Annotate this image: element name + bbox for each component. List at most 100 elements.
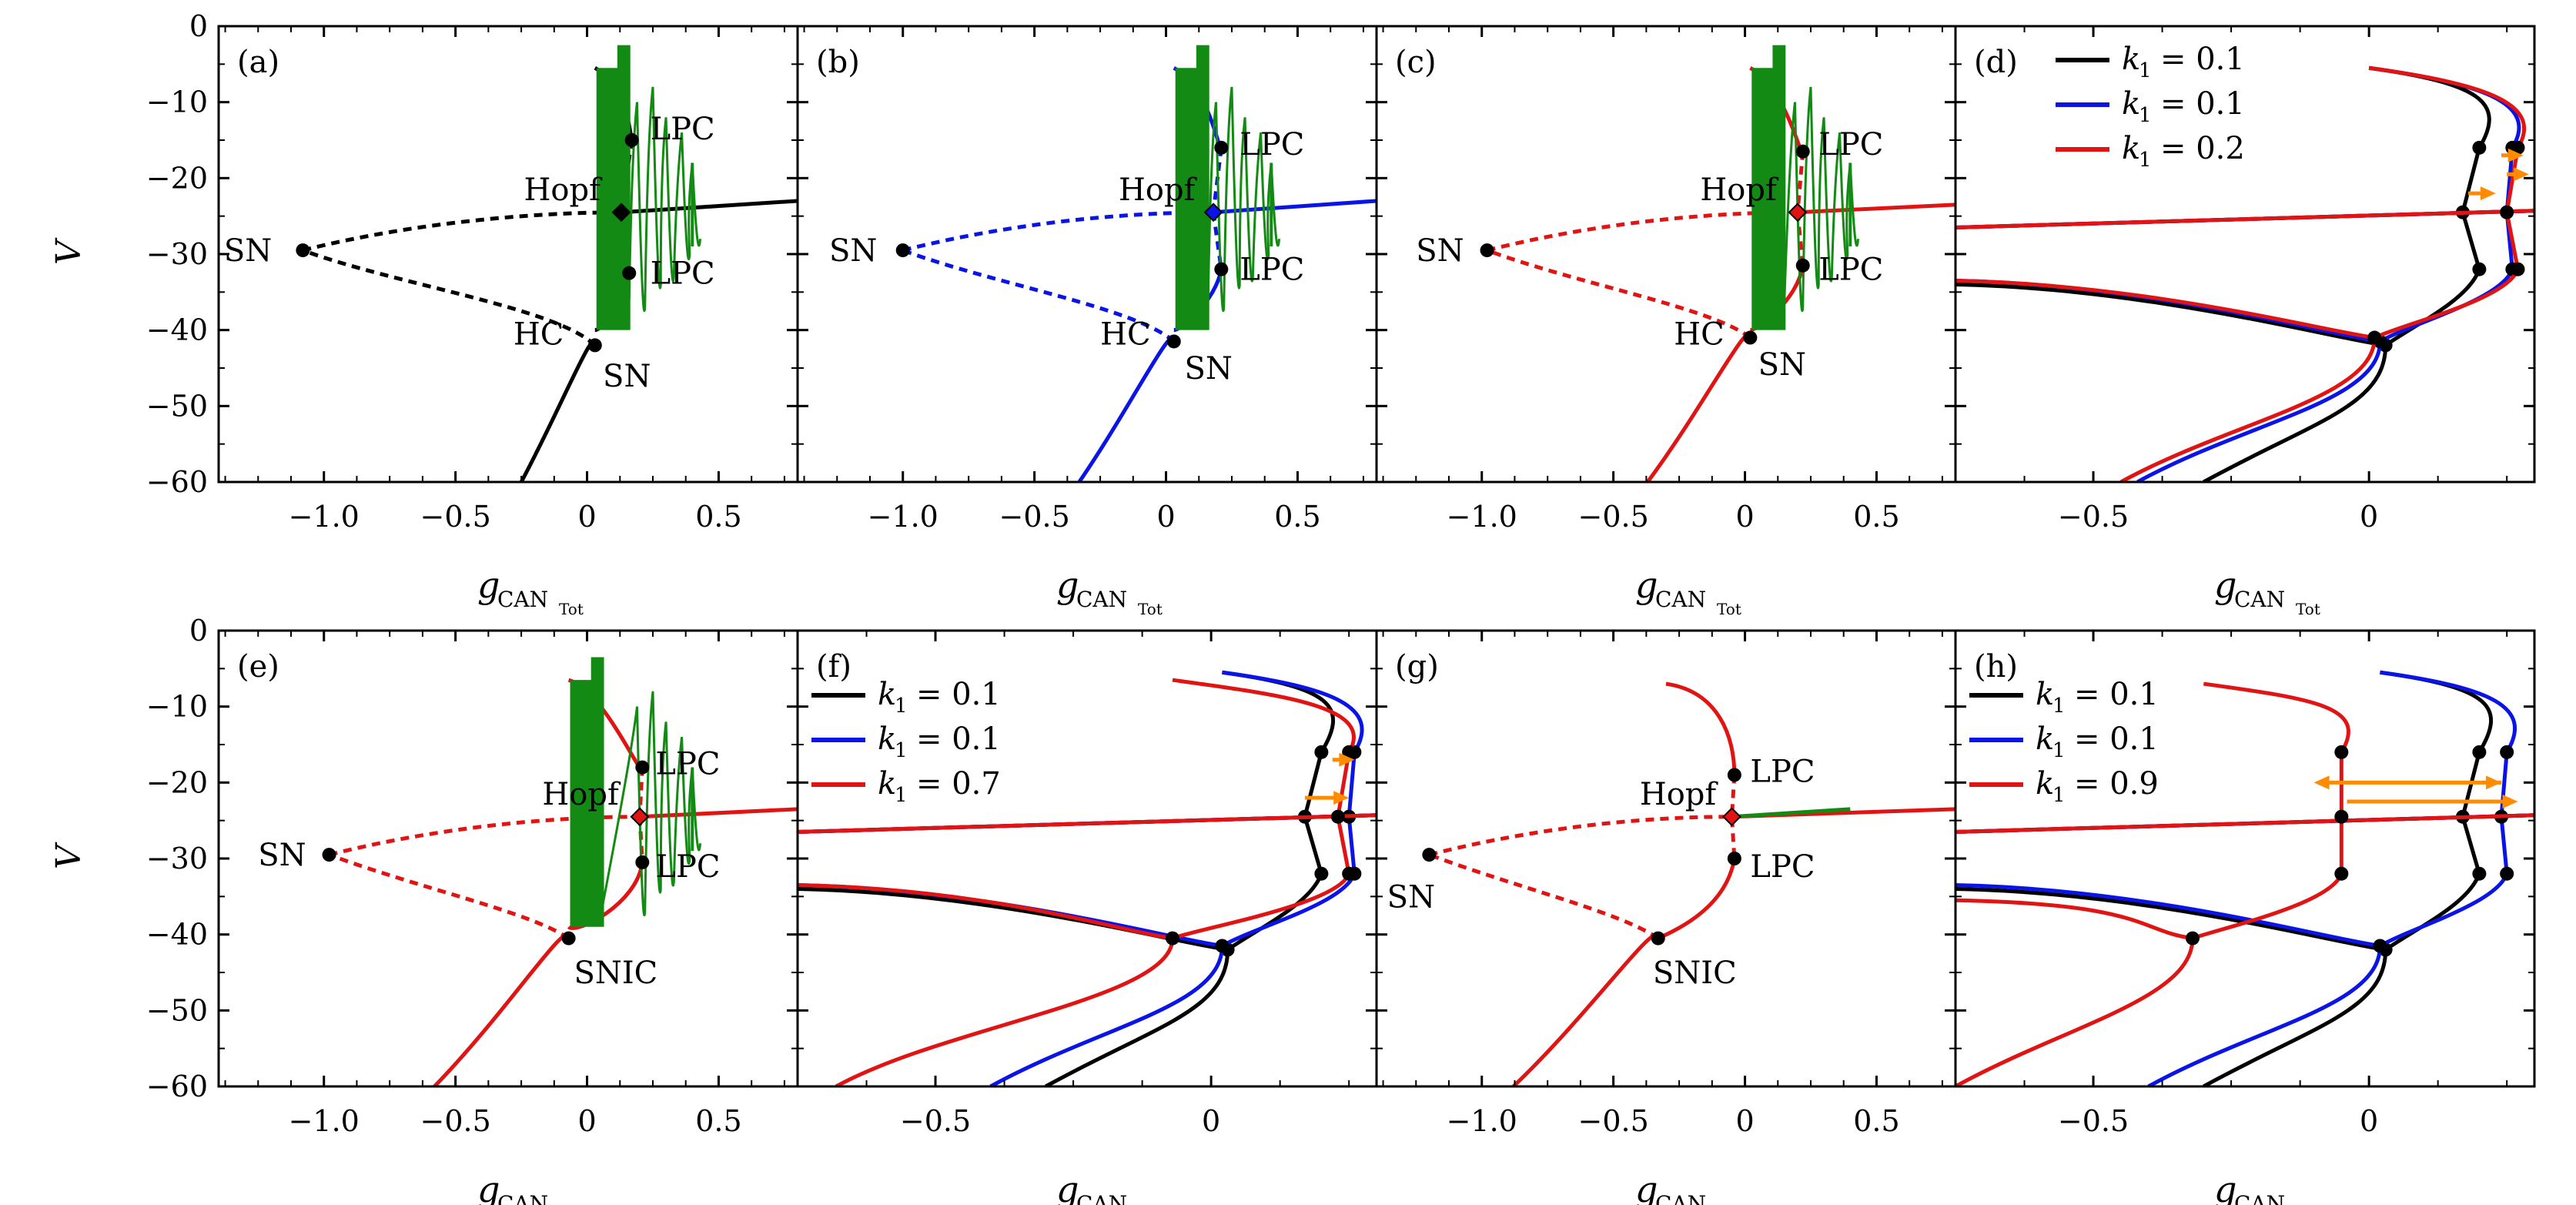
- x-axis-label-subsub: Tot: [1138, 600, 1163, 618]
- lpc-point: [622, 266, 637, 280]
- annotation: LPC: [1750, 755, 1815, 790]
- panel-label: (h): [1974, 649, 2018, 685]
- x-tick-label: −0.5: [420, 1104, 490, 1138]
- branch-lower: [2203, 949, 2388, 1086]
- branch-lower: [2147, 946, 2382, 1086]
- plot-area: [1955, 670, 2534, 1086]
- branch-left: [1955, 282, 2386, 347]
- legend-label: k: [2036, 677, 2054, 712]
- shift-arrowhead: [2480, 186, 2496, 201]
- unstable-branch-middle: [1486, 210, 1798, 253]
- y-tick-label: −30: [146, 842, 208, 875]
- branch-upper: [1955, 813, 2534, 834]
- legend-sub: 1: [895, 784, 908, 807]
- x-axis-label-sub: CAN: [2234, 587, 2285, 612]
- bursting-trajectory: [570, 657, 604, 927]
- x-axis-label-sub: CAN: [1076, 1191, 1127, 1205]
- lpc-point: [1214, 262, 1229, 276]
- x-tick-label: −0.5: [2058, 500, 2129, 534]
- sn-point: [1166, 931, 1180, 946]
- branch-left: [1955, 883, 2380, 948]
- branch-lower: [2203, 345, 2388, 482]
- legend-label: k: [878, 721, 896, 757]
- unstable-branch-middle: [328, 815, 640, 857]
- branch-upper: [1955, 209, 2534, 229]
- x-tick-label: 0: [2360, 500, 2378, 534]
- x-tick-label: −1.0: [289, 1104, 360, 1138]
- x-tick-label: −1.0: [868, 500, 938, 534]
- lpc-point: [2511, 262, 2525, 276]
- stable-branch-lower: [1646, 332, 1752, 482]
- x-axis-label: g: [1056, 1169, 1079, 1205]
- periodic-orbit: [2368, 65, 2521, 343]
- bursting-trajectory: [596, 45, 631, 330]
- x-tick-label: 0.5: [1853, 1104, 1899, 1138]
- shift-arrowhead: [2502, 795, 2518, 808]
- legend-sub: 1: [2052, 695, 2066, 718]
- x-axis-label: g: [1056, 564, 1079, 606]
- unstable-branch-middle: [902, 210, 1214, 253]
- annotation: SN: [1758, 347, 1806, 383]
- periodic-orbit-min: [567, 862, 644, 930]
- sn-point: [2373, 939, 2387, 953]
- hopf-point: [611, 203, 631, 223]
- branch-left: [798, 886, 1228, 952]
- legend: k1 = 0.1k1 = 0.1k1 = 0.2: [2056, 42, 2245, 172]
- stable-branch-lower: [1077, 336, 1176, 482]
- annotation: LPC: [651, 112, 715, 147]
- legend-label: k: [2122, 42, 2140, 77]
- x-tick-label: −0.5: [900, 1104, 971, 1138]
- x-tick-label: −0.5: [2058, 1104, 2129, 1138]
- x-axis-label-sub: CAN: [1076, 587, 1127, 612]
- annotation: SN: [224, 233, 272, 269]
- hopf-point: [1722, 807, 1741, 827]
- annotation: HC: [514, 317, 564, 353]
- plot-area: [1422, 681, 1955, 1086]
- panel-label: (a): [237, 45, 279, 80]
- branch-lower: [835, 938, 1175, 1086]
- lpc-point: [2500, 745, 2514, 759]
- annotation: SN: [1416, 233, 1464, 269]
- branch-lower: [2136, 341, 2382, 482]
- y-tick-label: −40: [146, 918, 208, 952]
- legend-value: = 0.1: [2074, 721, 2159, 757]
- x-tick-label: 0.5: [695, 1104, 741, 1138]
- plot-frame: [1375, 629, 1957, 1088]
- y-tick-label: 0: [189, 614, 208, 648]
- y-tick-label: −50: [146, 389, 208, 423]
- legend-label: k: [2036, 766, 2054, 802]
- x-tick-label: 0.5: [1274, 500, 1320, 534]
- x-tick-label: 0.5: [1853, 500, 1899, 534]
- shift-arrowhead: [1333, 791, 1350, 805]
- x-tick-label: −1.0: [1447, 1104, 1517, 1138]
- x-axis-label-sub: CAN: [2234, 1191, 2285, 1205]
- y-tick-label: −60: [146, 1069, 208, 1103]
- sn-point: [561, 931, 576, 946]
- y-tick-label: −50: [146, 993, 208, 1027]
- annotation: SN: [829, 233, 877, 269]
- annotation: Hopf: [542, 777, 621, 812]
- legend: k1 = 0.1k1 = 0.1k1 = 0.9: [1969, 677, 2159, 807]
- x-tick-label: 0.5: [695, 500, 741, 534]
- annotation: LPC: [655, 747, 720, 782]
- unstable-branch-lower: [302, 248, 597, 347]
- y-axis-label: V: [49, 842, 89, 869]
- panel-label: (c): [1395, 45, 1437, 80]
- lpc-point: [635, 760, 650, 775]
- lpc-point: [624, 133, 639, 147]
- lpc-point: [2472, 262, 2487, 276]
- sn-point: [296, 243, 310, 258]
- shift-arrowhead: [2507, 148, 2524, 162]
- annotation: Hopf: [1119, 172, 1198, 208]
- unstable-branch-middle: [1428, 815, 1732, 857]
- x-tick-label: 0: [1202, 1104, 1220, 1138]
- sn-point: [895, 243, 910, 258]
- branch-left: [1955, 898, 2193, 941]
- periodic-orbit-max: [1665, 681, 1737, 775]
- sn-point: [1215, 939, 1229, 953]
